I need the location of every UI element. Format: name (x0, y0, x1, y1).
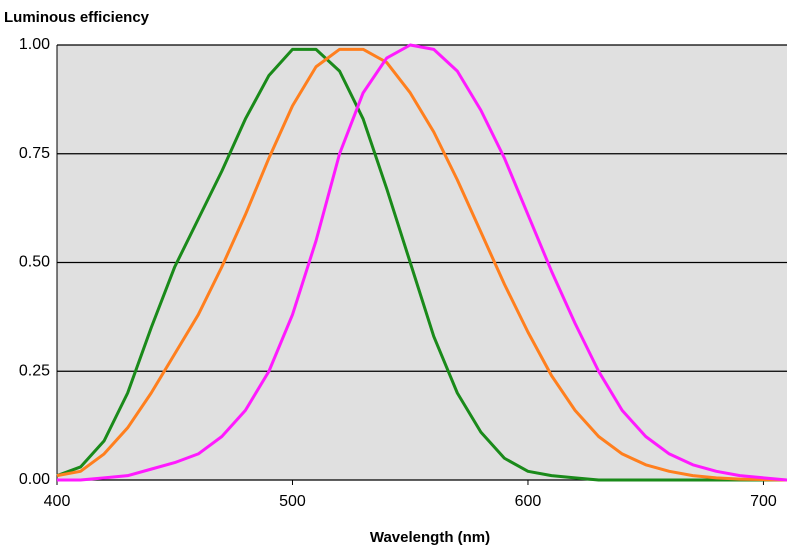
x-tick-label: 400 (44, 493, 71, 510)
y-tick-label: 1.00 (19, 36, 50, 53)
series-line (57, 43, 787, 482)
y-tick-label: 0.00 (19, 471, 50, 488)
x-tick-label: 500 (279, 493, 306, 510)
x-tick-label: 600 (515, 493, 542, 510)
y-tick-label: 0.75 (19, 145, 50, 162)
y-axis-title: Luminous efficiency (4, 9, 150, 26)
x-tick-label: 700 (750, 493, 777, 510)
y-tick-label: 0.25 (19, 362, 50, 379)
y-tick-label: 0.50 (19, 254, 50, 271)
x-axis-title: Wavelength (nm) (370, 529, 490, 546)
series-line (56, 47, 787, 482)
series-line (56, 47, 787, 482)
